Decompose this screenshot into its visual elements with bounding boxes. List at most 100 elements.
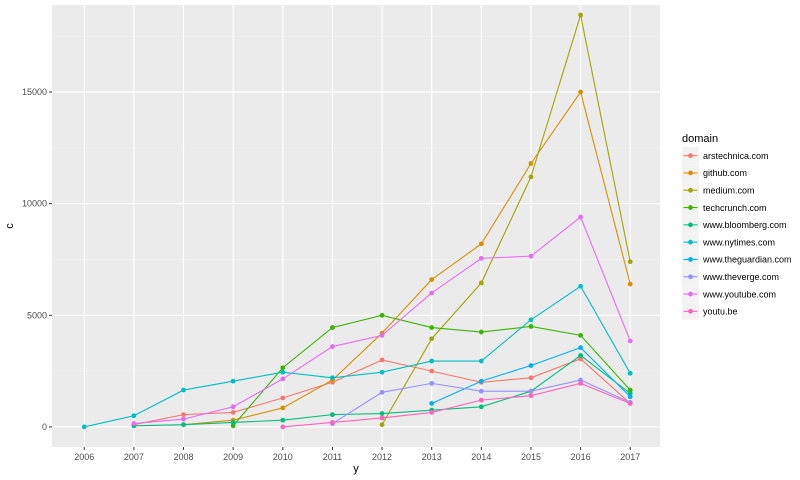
x-tick-label: 2010 [273, 452, 293, 462]
series-www-youtube-com [131, 214, 633, 426]
data-point [627, 370, 633, 376]
legend-key-point [688, 153, 693, 159]
data-point [578, 283, 583, 289]
data-point [429, 409, 435, 415]
legend-item: www.bloomberg.com [682, 216, 787, 234]
data-point [230, 404, 236, 410]
data-point [330, 412, 335, 418]
x-tick-label: 2015 [521, 452, 541, 462]
data-point [280, 365, 286, 371]
data-point [578, 89, 583, 95]
legend-key-point [688, 291, 693, 297]
y-axis: 0 5000 10000 15000 [22, 87, 52, 432]
data-point [528, 324, 534, 329]
legend-item: www.youtube.com [682, 285, 776, 303]
data-point [280, 405, 286, 411]
x-tick-label: 2012 [372, 452, 392, 462]
x-tick-label: 2008 [174, 452, 194, 462]
data-point [478, 255, 484, 261]
data-point [429, 277, 435, 282]
legend-item: github.com [682, 164, 747, 182]
data-point [330, 344, 335, 349]
plot-background [52, 5, 660, 447]
x-tick-label: 2014 [471, 452, 491, 462]
data-point [478, 329, 484, 335]
x-tick-label: 2016 [571, 452, 591, 462]
data-point [528, 174, 534, 180]
legend-item: www.nytimes.com [682, 233, 775, 251]
series-layer [81, 12, 633, 430]
legend-key-point [688, 239, 693, 245]
data-point [280, 417, 286, 423]
data-point [528, 375, 534, 381]
data-point [578, 332, 583, 338]
legend-label: www.youtube.com [702, 289, 776, 299]
data-point [379, 389, 385, 395]
legend-item: www.theverge.com [682, 268, 779, 286]
series-medium-com [379, 12, 633, 428]
series-line [282, 382, 631, 428]
data-point [280, 424, 286, 430]
data-point [330, 325, 335, 330]
data-point [181, 422, 186, 428]
data-point [429, 401, 435, 406]
legend-key-point [688, 308, 693, 314]
legend-key-point [688, 257, 693, 262]
y-tick-label: 0 [42, 422, 47, 432]
x-axis-title: y [353, 463, 359, 475]
data-point [528, 363, 534, 368]
data-point [81, 424, 87, 430]
data-point [379, 312, 385, 318]
x-tick-label: 2011 [323, 452, 342, 462]
legend: domain arstechnica.com github.com medium.c… [682, 133, 792, 320]
x-tick-label: 2006 [74, 452, 94, 462]
data-point [280, 395, 286, 401]
data-point [478, 388, 484, 394]
data-point [330, 375, 335, 381]
legend-item: youtu.be [682, 302, 738, 320]
series-youtu-be [280, 380, 633, 430]
legend-label: techcrunch.com [703, 203, 767, 213]
y-tick-label: 5000 [27, 310, 47, 320]
legend-key-point [688, 222, 693, 228]
data-point [578, 12, 583, 18]
data-point [379, 411, 385, 416]
series-line [381, 14, 631, 425]
data-point [578, 377, 583, 383]
data-point [131, 413, 137, 419]
legend-item: www.theguardian.com [682, 250, 792, 268]
legend-label: medium.com [703, 185, 755, 195]
data-point [578, 353, 583, 358]
series-techcrunch-com [230, 312, 633, 429]
legend-key-point [688, 187, 693, 193]
data-point [478, 404, 484, 410]
legend-key-point [688, 274, 693, 280]
series-line [84, 285, 631, 428]
data-point [429, 290, 435, 296]
data-point [528, 253, 534, 259]
data-point [578, 214, 583, 220]
data-point [627, 259, 633, 265]
data-point [280, 376, 286, 382]
data-point [578, 380, 583, 386]
data-point [131, 421, 137, 426]
data-point [330, 420, 335, 425]
data-point [230, 423, 236, 429]
x-tick-label: 2017 [620, 452, 640, 462]
data-point [478, 241, 484, 247]
data-point [429, 358, 435, 364]
legend-label: www.theverge.com [702, 272, 779, 282]
data-point [379, 357, 385, 363]
data-point [627, 401, 633, 406]
data-point [230, 409, 236, 415]
data-point [181, 412, 186, 418]
data-point [578, 356, 583, 362]
x-tick-label: 2007 [124, 452, 144, 462]
data-point [379, 415, 385, 421]
legend-label: www.theguardian.com [702, 255, 792, 265]
data-point [627, 281, 633, 287]
x-tick-label: 2009 [223, 452, 243, 462]
data-point [379, 332, 385, 338]
data-point [478, 280, 484, 286]
